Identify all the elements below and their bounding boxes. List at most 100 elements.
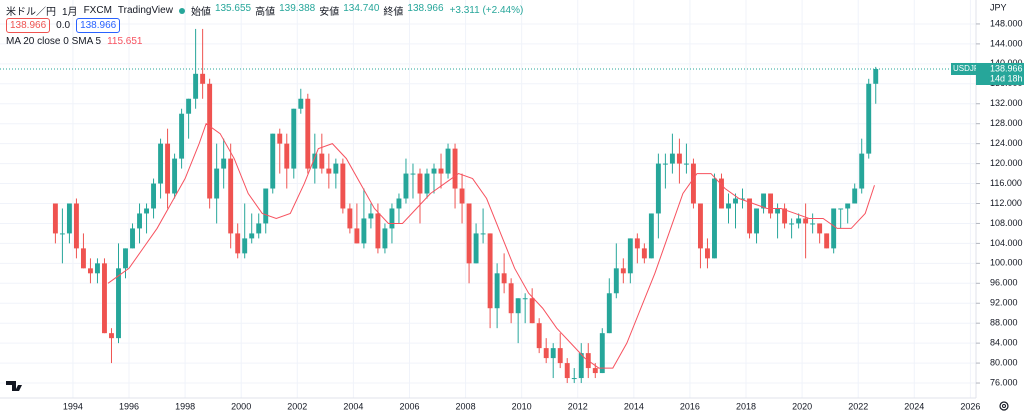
candle-body [571, 378, 577, 380]
candle-body [193, 73, 199, 99]
y-tick-label: 112.000 [990, 198, 1022, 208]
currency-label: JPY [990, 2, 1007, 12]
candle-body [859, 153, 865, 189]
candle-body [417, 173, 423, 194]
candle-body [340, 163, 346, 209]
candle-body [165, 143, 171, 194]
candle-body [361, 218, 367, 244]
candle-body [144, 208, 149, 214]
header-row: 米ドル／円 1月 FXCM TradingView 始値 135.655 高値 139… [6, 3, 523, 18]
candle-body [228, 158, 234, 234]
candle-body [782, 208, 788, 224]
candle-body [508, 283, 514, 314]
candle-body [186, 98, 192, 114]
x-tick-label: 2002 [287, 401, 307, 411]
candle-body [775, 208, 781, 214]
x-tick-label: 2004 [343, 401, 363, 411]
candle-body [634, 238, 640, 249]
x-tick-label: 2026 [960, 401, 980, 411]
price-badge-text: 138.966 [990, 63, 1023, 73]
candle-body [845, 203, 851, 209]
candle-body [754, 208, 759, 234]
candle-body [740, 198, 745, 200]
ohlc-label: 高値 [255, 7, 276, 18]
buy-button[interactable]: 138.966 [76, 18, 121, 33]
candle-body [578, 353, 584, 379]
x-tick-label: 2010 [512, 401, 532, 411]
candle-body [529, 298, 535, 324]
candle-body [866, 83, 872, 154]
candle-body [431, 168, 437, 174]
y-tick-label: 92.000 [990, 298, 1018, 308]
candle-body [466, 203, 472, 264]
candle-body [235, 233, 241, 254]
candle-body [817, 223, 823, 234]
x-tick-label: 1998 [175, 401, 195, 411]
candle-body [151, 183, 157, 209]
candle-body [256, 223, 262, 234]
candle-body [298, 98, 304, 109]
symbol: 米ドル／円 [6, 7, 56, 18]
sell-button[interactable]: 138.966 [6, 18, 51, 33]
y-tick-label: 88.000 [990, 318, 1018, 328]
candle-body [277, 133, 283, 144]
candle-body [789, 223, 795, 225]
candle-body [838, 208, 844, 210]
source: TradingView [117, 5, 173, 16]
candle-body [291, 108, 297, 169]
candle-body [662, 163, 668, 165]
candle-body [312, 153, 318, 169]
exchange: FXCM [83, 5, 112, 16]
candle-body [73, 203, 79, 249]
candle-body [66, 203, 72, 234]
settings-button[interactable] [999, 401, 1009, 411]
candle-body [733, 198, 738, 204]
candle-body [389, 208, 395, 229]
candle-body [270, 133, 276, 189]
candle-body [627, 238, 633, 274]
symbol-badge [951, 62, 976, 75]
indicator-name: MA 20 close 0 SMA 5 [6, 36, 102, 47]
candle-body [473, 233, 479, 264]
candle-body [487, 233, 493, 309]
candle-body [375, 213, 381, 249]
candle-body [810, 223, 816, 225]
candle-body [424, 173, 430, 194]
x-tick-label: 2000 [231, 401, 251, 411]
candle-body [719, 178, 724, 209]
candle-body [712, 178, 717, 259]
candle-body [109, 333, 114, 339]
x-tick-label: 2022 [848, 401, 868, 411]
candle-body [59, 233, 65, 235]
candle-body [655, 163, 661, 214]
candle-body [501, 273, 507, 284]
candle-body [172, 158, 178, 194]
candle-body [368, 213, 374, 219]
candle-body [641, 248, 647, 259]
candle-body [319, 153, 325, 169]
candle-body [536, 323, 542, 349]
ohlc-label: 終値 [383, 7, 404, 18]
candle-body [333, 163, 339, 174]
trade-row: 138.966 0.0 138.966 [6, 18, 121, 33]
candle-body [347, 208, 353, 229]
y-tick-label: 132.000 [990, 98, 1023, 108]
candle-body [873, 68, 879, 84]
status-dot [178, 7, 185, 14]
candle-body [87, 268, 93, 274]
x-tick-label: 2020 [792, 401, 812, 411]
candle-body [690, 163, 696, 204]
x-tick-label: 2014 [624, 401, 644, 411]
candle-body [648, 213, 654, 259]
y-tick-label: 96.000 [990, 278, 1018, 288]
candle-body [452, 148, 458, 189]
candle-body [480, 233, 486, 235]
candle-body [831, 208, 837, 249]
candle-body [284, 143, 290, 169]
indicator-value: 115.651 [107, 36, 143, 47]
candle-body [396, 198, 402, 209]
candle-body [676, 153, 682, 164]
candle-body [697, 203, 703, 249]
x-tick-label: 2024 [904, 401, 924, 411]
